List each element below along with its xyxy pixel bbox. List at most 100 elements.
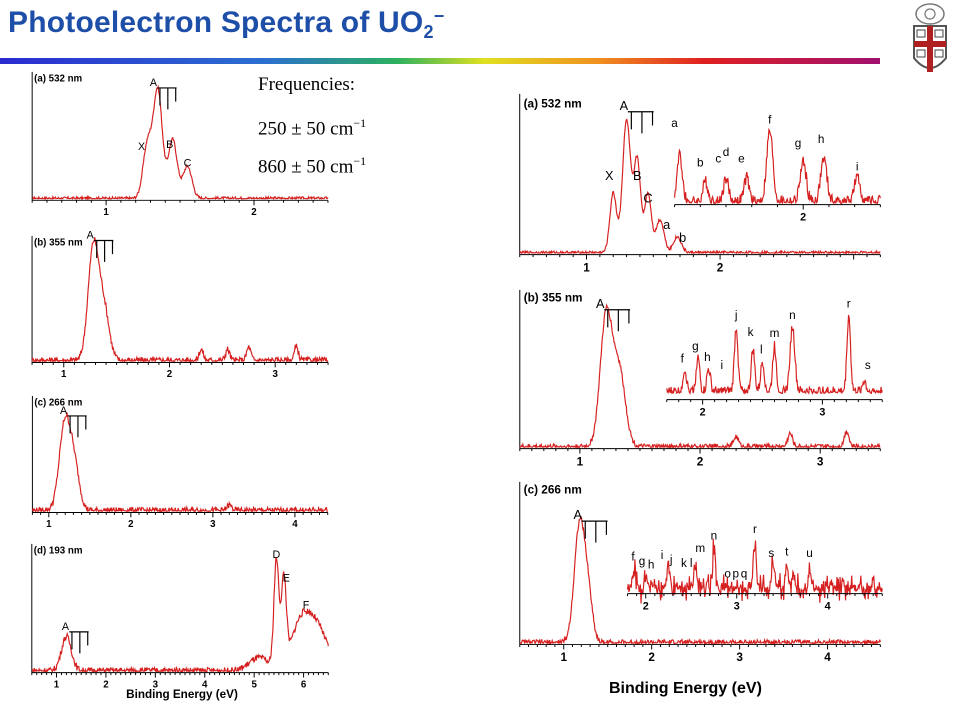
right-c-inset-tick-label: 4 xyxy=(825,600,831,612)
right-a-vibrational-comb xyxy=(627,111,654,134)
right-c-inset-peak-label: t xyxy=(785,546,789,559)
right-c-inset-peak-label: h xyxy=(648,559,655,572)
right-c-inset-peak-label: f xyxy=(631,550,635,563)
right-a-peak-label: B xyxy=(633,168,642,183)
right-c-panel-label: (c) 266 nm xyxy=(524,484,582,497)
spectrum-left-b: (b) 355 nm 1 2 3 A xyxy=(31,230,329,380)
right-c-inset-peak-label: o xyxy=(724,567,731,580)
spectrum-left-c: (c) 266 nm 1 2 3 4 A xyxy=(31,395,329,530)
left-c-vibrational-comb xyxy=(67,415,87,438)
rainbow-divider xyxy=(0,58,880,64)
spectrum-left-d: (d) 193 nm 1 2 3 4 5 6 A DE F Binding Energy (eV) xyxy=(31,543,329,701)
right-c-inset-peak-label: l xyxy=(690,557,693,570)
right-c-inset-peak-label: u xyxy=(806,547,813,560)
left-b-tick-label: 2 xyxy=(167,369,173,380)
right-c-peak-label: A xyxy=(574,507,583,522)
right-c-inset-peak-label: p xyxy=(733,567,740,580)
right-b-tick-label: 1 xyxy=(577,455,584,468)
right-a-peak-label: a xyxy=(663,217,671,232)
right-b-inset-tick-label: 3 xyxy=(819,406,825,418)
frequencies-heading: Frequencies: xyxy=(258,74,356,95)
left-d-tick-label: 5 xyxy=(251,679,257,690)
left-a-vibrational-comb xyxy=(157,87,177,110)
right-b-panel-label: (b) 355 nm xyxy=(524,292,583,305)
right-a-inset-peak-label: g xyxy=(795,137,802,150)
left-d-peak-label: A xyxy=(62,621,70,633)
title-subscript: 2 xyxy=(423,22,434,42)
left-d-vibrational-comb xyxy=(69,631,89,654)
left-b-peak-label: A xyxy=(87,230,95,242)
right-b-inset-tick-label: 2 xyxy=(700,406,706,418)
left-a-peak-label: C xyxy=(184,157,192,169)
frequency-2-value: 860 ± 50 cm xyxy=(258,156,354,178)
right-a-inset-peak-label: a xyxy=(671,117,678,130)
right-b-inset-peak-label: h xyxy=(704,351,711,364)
right-c-inset-peak-label: k xyxy=(681,557,687,570)
left-a-tick-label: 1 xyxy=(103,207,109,218)
left-a-trace xyxy=(32,84,329,201)
right-b-tick-label: 2 xyxy=(697,455,704,468)
frequencies-box: Frequencies: 250 ± 50 cm−1 860 ± 50 cm−1 xyxy=(258,72,366,186)
title-superscript: − xyxy=(433,6,445,26)
right-b-inset-peak-label: j xyxy=(734,309,738,322)
right-c-inset-tick-label: 2 xyxy=(643,600,649,612)
right-b-tick-label: 3 xyxy=(817,455,824,468)
right-a-peak-label: C xyxy=(643,190,652,205)
right-b-inset-peak-label: m xyxy=(770,327,780,340)
left-a-tick-label: 2 xyxy=(251,207,257,218)
right-a-peak-label: b xyxy=(679,230,686,245)
left-d-peak-label: E xyxy=(283,573,290,585)
right-a-inset-peak-label: i xyxy=(856,160,859,173)
right-b-inset-peak-label: k xyxy=(748,326,754,339)
left-c-tick-label: 4 xyxy=(292,519,298,530)
left-b-panel-label: (b) 355 nm xyxy=(34,238,83,249)
right-c-inset-trace xyxy=(626,538,883,604)
left-d-tick-label: 2 xyxy=(103,679,109,690)
left-b-tick-label: 3 xyxy=(272,369,278,380)
frequency-2-exp: −1 xyxy=(353,154,367,168)
right-c-tick-label: 3 xyxy=(736,651,743,664)
right-a-inset-peak-label: f xyxy=(768,113,772,126)
left-d-peak-label: D xyxy=(273,549,281,561)
left-c-tick-label: 1 xyxy=(46,519,52,530)
left-c-tick-label: 2 xyxy=(128,519,134,530)
right-a-inset-tick-label: 2 xyxy=(800,211,806,223)
right-c-inset-tick-label: 3 xyxy=(734,600,740,612)
right-b-inset-peak-label: n xyxy=(789,309,796,322)
right-a-panel-label: (a) 532 nm xyxy=(524,98,582,111)
right-b-inset-peak-label: i xyxy=(720,359,723,372)
right-b-vibrational-comb xyxy=(604,309,631,332)
right-b-peak-label: A xyxy=(596,296,605,311)
right-c-inset-peak-label: n xyxy=(711,530,718,543)
right-b-inset-peak-label: g xyxy=(692,340,699,353)
right-c-tick-label: 4 xyxy=(824,651,831,664)
left-b-tick-label: 1 xyxy=(61,369,67,380)
left-c-peak-label: A xyxy=(60,405,68,417)
right-a-inset-peak-label: h xyxy=(818,133,825,146)
frequency-1: 250 ± 50 cm−1 xyxy=(258,110,366,148)
right-b-inset-peak-label: l xyxy=(760,344,763,357)
right-b-trace xyxy=(519,303,881,450)
left-c-panel-label: (c) 266 nm xyxy=(34,398,82,409)
right-c-tick-label: 1 xyxy=(560,651,567,664)
frequency-1-value: 250 ± 50 cm xyxy=(258,118,354,140)
left-a-peak-label: X xyxy=(138,141,145,153)
right-a-tick-label: 1 xyxy=(583,261,590,274)
right-a-inset-peak-label: e xyxy=(738,153,745,166)
left-a-peak-label: A xyxy=(150,77,158,89)
university-seal-icon xyxy=(913,3,947,72)
right-a-inset-peak-label: b xyxy=(697,156,704,169)
left-b-trace xyxy=(31,237,329,364)
right-a-peak-label: A xyxy=(620,98,629,113)
left-a-peak-label: B xyxy=(166,139,173,151)
right-a-trace xyxy=(519,118,881,256)
right-c-inset-peak-label: r xyxy=(753,523,757,536)
left-d-tick-label: 1 xyxy=(54,679,60,690)
slide-title: Photoelectron Spectra of UO2− xyxy=(8,6,444,43)
left-d-tick-label: 6 xyxy=(301,679,307,690)
left-b-vibrational-comb xyxy=(94,239,114,262)
left-d-panel-label: (d) 193 nm xyxy=(34,546,83,557)
left-d-tick-label: 3 xyxy=(153,679,159,690)
